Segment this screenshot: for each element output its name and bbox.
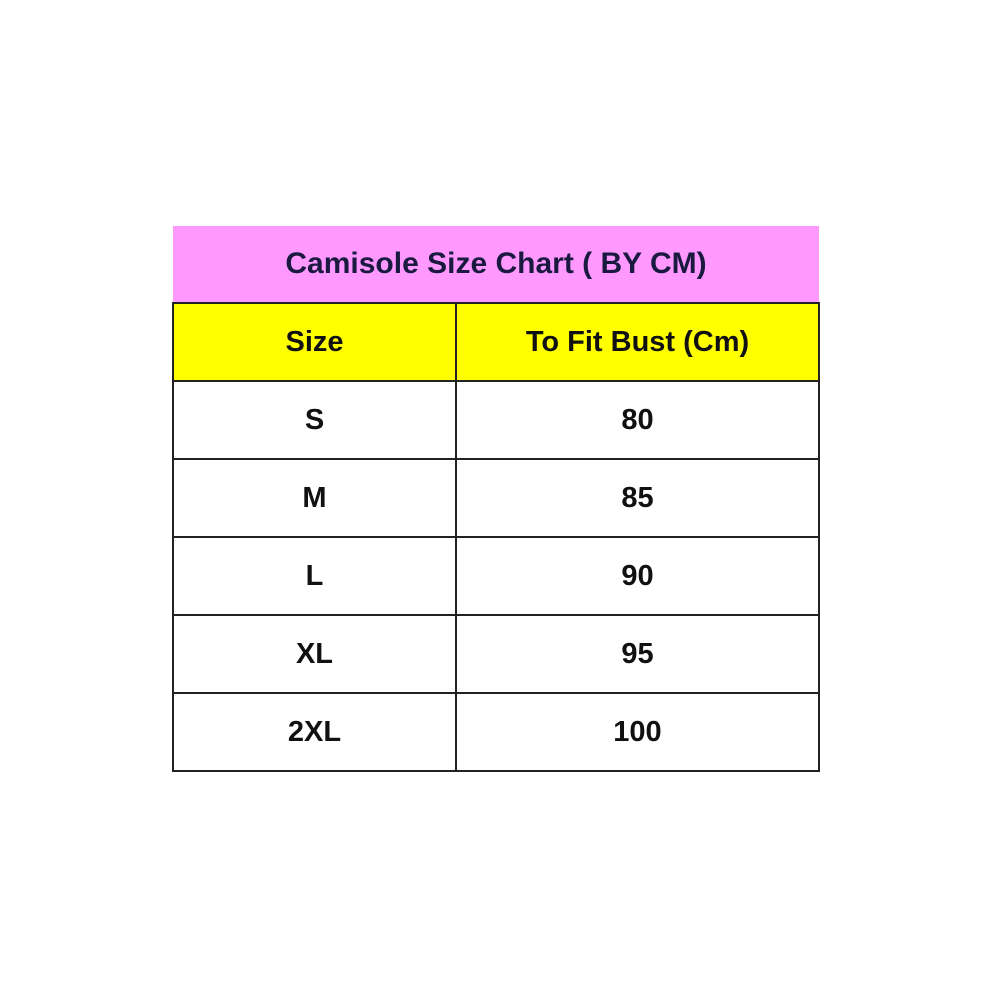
size-cell: L — [172, 536, 457, 616]
bust-cell: 85 — [455, 458, 820, 538]
table-row: L 90 — [172, 536, 820, 616]
size-cell: 2XL — [172, 692, 457, 772]
table-title: Camisole Size Chart ( BY CM) — [173, 226, 819, 304]
header-bust: To Fit Bust (Cm) — [455, 302, 820, 382]
table-row: XL 95 — [172, 614, 820, 694]
size-cell: M — [172, 458, 457, 538]
bust-cell: 80 — [455, 380, 820, 460]
bust-cell: 100 — [455, 692, 820, 772]
title-row: Camisole Size Chart ( BY CM) — [173, 226, 819, 304]
header-size: Size — [172, 302, 457, 382]
size-chart-table: Camisole Size Chart ( BY CM) Size To Fit… — [172, 226, 820, 772]
bust-cell: 90 — [455, 536, 820, 616]
table-row: M 85 — [172, 458, 820, 538]
table-row: S 80 — [172, 380, 820, 460]
size-cell: S — [172, 380, 457, 460]
header-row: Size To Fit Bust (Cm) — [172, 302, 820, 382]
size-cell: XL — [172, 614, 457, 694]
table-row: 2XL 100 — [172, 692, 820, 772]
bust-cell: 95 — [455, 614, 820, 694]
